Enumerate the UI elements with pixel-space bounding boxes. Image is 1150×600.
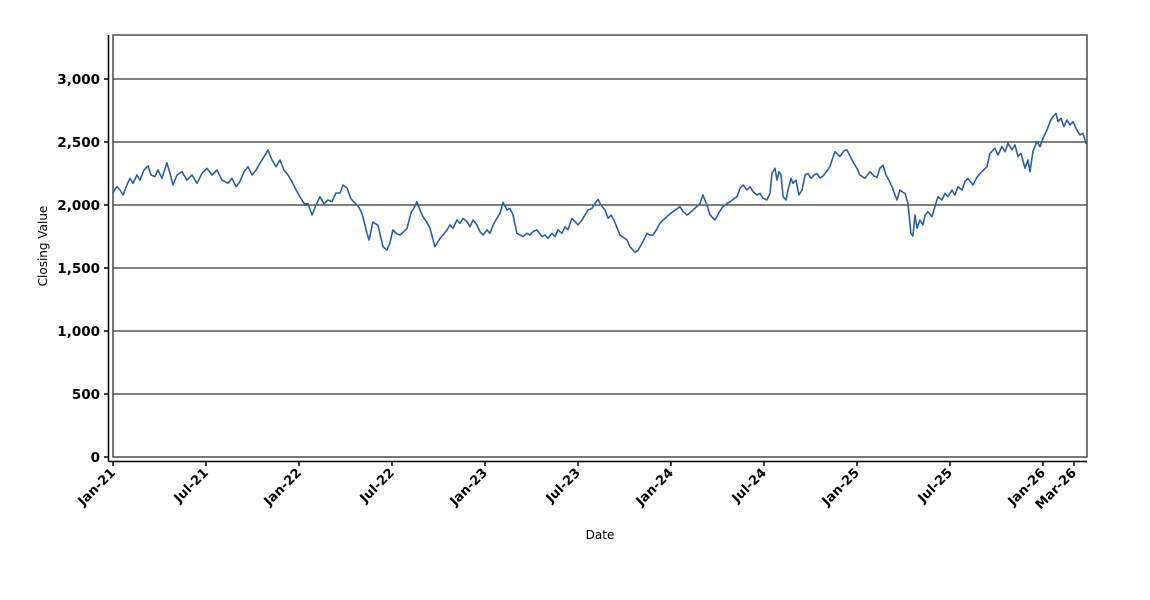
plot-frame [112,34,1088,458]
x-tick-label: Jan-24 [633,466,677,510]
x-tick-label: Jul-21 [171,466,212,507]
gridlines [113,78,1087,395]
y-tick-label: 500 [72,387,100,403]
x-tick-label: Jul-22 [357,466,398,507]
y-tick-label: 0 [91,450,100,466]
y-axis-ticks: 0 500 1,000 1,500 2,000 2,500 3,000 [57,72,109,466]
y-tick-label: 1,000 [57,324,100,340]
x-tick-label: Jan-23 [447,466,491,510]
y-tick-label: 3,000 [57,72,100,88]
x-tick-label: Jan-25 [819,466,863,510]
x-tick-label: Jul-24 [729,466,770,507]
y-tick-label: 2,500 [57,135,100,151]
x-axis-title: Date [586,528,615,542]
x-tick-label: Jul-25 [915,466,956,507]
x-tick-label: Jan-22 [261,466,305,510]
y-tick-label: 2,000 [57,198,100,214]
y-tick-label: 1,500 [57,261,100,277]
x-axis-ticks: Jan-21 Jul-21 Jan-22 Jul-22 Jan-23 Jul-23 Jan-… [75,461,1080,513]
y-axis-title: Closing Value [36,206,50,287]
x-tick-label: Jul-23 [543,466,584,507]
axis-lines [107,35,1087,463]
closing-value-series-line [112,112,1087,254]
x-tick-label: Jan-21 [75,466,119,510]
data-series [112,112,1087,254]
